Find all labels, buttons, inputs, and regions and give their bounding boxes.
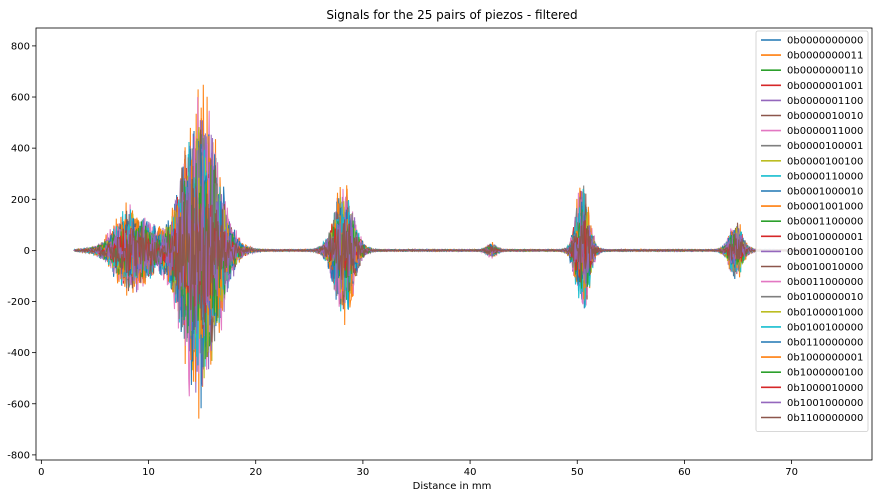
- legend-label: 0b0000100100: [787, 156, 863, 167]
- x-axis-label: Distance in mm: [413, 481, 492, 492]
- legend-label: 0b0001100000: [787, 217, 863, 228]
- y-tick-label: 800: [11, 41, 30, 52]
- legend-label: 0b0100100000: [787, 322, 863, 333]
- x-tick-label: 50: [571, 467, 584, 478]
- series-group: [73, 84, 813, 419]
- legend-label: 0b0000000110: [787, 66, 863, 77]
- legend: 0b0000000000 0b0000000011 0b0000000110 0b00…: [755, 30, 869, 433]
- legend-label: 0b0001001000: [787, 202, 863, 213]
- legend-label: 0b0000011000: [787, 126, 863, 137]
- legend-label: 0b0000000011: [787, 51, 863, 62]
- y-tick-label: 0: [24, 246, 30, 257]
- legend-label: 0b0110000000: [787, 338, 863, 349]
- x-tick-label: 60: [678, 467, 691, 478]
- x-tick-label: 20: [249, 467, 262, 478]
- legend-label: 0b0010010000: [787, 262, 863, 273]
- x-tick-label: 0: [38, 467, 44, 478]
- legend-label: 0b0011000000: [787, 277, 863, 288]
- series-line: [74, 178, 788, 331]
- y-tick-label: -800: [7, 450, 30, 461]
- legend-label: 0b1100000000: [787, 413, 863, 424]
- legend-label: 0b0000001001: [787, 81, 863, 92]
- legend-label: 0b1001000000: [787, 398, 863, 409]
- x-tick-label: 70: [785, 467, 798, 478]
- legend-label: 0b0001000010: [787, 187, 863, 198]
- x-tick-label: 10: [142, 467, 155, 478]
- x-axis: 0 10 20 30 40 50 60 70: [38, 460, 798, 478]
- y-tick-label: -600: [7, 399, 30, 410]
- legend-label: 0b0000100001: [787, 141, 863, 152]
- legend-box: [755, 30, 869, 433]
- y-axis: -800 -600 -400 -200 0 200 400 600 800: [7, 41, 36, 461]
- plot-frame: [35, 27, 873, 461]
- legend-label: 0b0000110000: [787, 171, 863, 182]
- legend-label: 0b0000001100: [787, 96, 863, 107]
- legend-label: 0b0100000010: [787, 292, 863, 303]
- y-tick-label: 200: [11, 195, 30, 206]
- x-tick-label: 30: [357, 467, 370, 478]
- legend-label: 0b1000010000: [787, 383, 863, 394]
- chart-title: Signals for the 25 pairs of piezos - fil…: [326, 8, 577, 22]
- legend-label: 0b1000000100: [787, 368, 863, 379]
- y-tick-label: 600: [11, 93, 30, 104]
- y-tick-label: -200: [7, 297, 30, 308]
- legend-label: 0b0000000000: [787, 36, 863, 47]
- y-tick-label: 400: [11, 144, 30, 155]
- legend-label: 0b0010000100: [787, 247, 863, 258]
- legend-label: 0b0010000001: [787, 232, 863, 243]
- legend-label: 0b0100001000: [787, 307, 863, 318]
- y-tick-label: -400: [7, 348, 30, 359]
- plot-area: [35, 27, 873, 461]
- x-tick-label: 40: [464, 467, 477, 478]
- legend-label: 0b1000000001: [787, 353, 863, 364]
- legend-label: 0b0000010010: [787, 111, 863, 122]
